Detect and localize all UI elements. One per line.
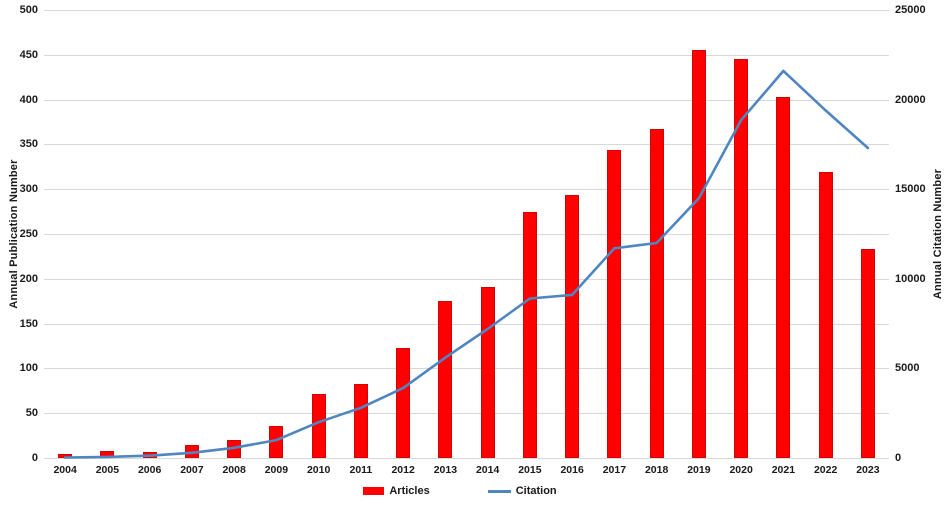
bar-2006	[142, 451, 157, 458]
x-label-2021: 2021	[771, 464, 796, 476]
bar-2007	[184, 444, 199, 458]
articles-bar-swatch-icon	[363, 487, 385, 495]
bar-2005	[100, 450, 115, 458]
x-label-2006: 2006	[137, 464, 162, 476]
gridline-500	[44, 10, 889, 11]
x-label-2022: 2022	[813, 464, 838, 476]
x-label-2017: 2017	[602, 464, 627, 476]
left-tick-500: 500	[19, 4, 38, 16]
gridline-100	[44, 368, 889, 369]
gridline-50	[44, 413, 889, 414]
x-label-2014: 2014	[475, 464, 500, 476]
x-label-2020: 2020	[729, 464, 753, 476]
x-label-2011: 2011	[349, 464, 373, 476]
bar-2009	[269, 425, 284, 458]
right-axis-title: Annual Citation Number	[932, 168, 944, 300]
gridline-150	[44, 324, 889, 325]
x-label-2019: 2019	[687, 464, 711, 476]
bar-2019	[691, 50, 706, 458]
bar-2022	[818, 172, 833, 458]
legend: Articles Citation	[0, 485, 920, 497]
bar-2008	[227, 440, 242, 458]
left-tick-200: 200	[19, 272, 38, 285]
left-tick-0: 0	[31, 452, 38, 464]
right-tick-10000: 10000	[895, 272, 926, 285]
bar-2018	[649, 129, 664, 458]
bar-2023	[860, 249, 875, 458]
x-label-2012: 2012	[391, 464, 415, 476]
bar-2013	[438, 301, 453, 458]
gridline-450	[44, 55, 889, 56]
x-label-2005: 2005	[95, 464, 120, 476]
bar-2011	[353, 383, 368, 458]
x-label-2016: 2016	[560, 464, 584, 476]
bar-2004	[58, 453, 73, 458]
x-label-2007: 2007	[180, 464, 204, 476]
x-label-2015: 2015	[518, 464, 542, 476]
gridline-0	[44, 458, 889, 459]
x-label-2018: 2018	[644, 464, 669, 476]
gridline-250	[44, 234, 889, 235]
right-tick-0: 0	[895, 452, 902, 464]
x-label-2004: 2004	[53, 464, 77, 476]
bar-2021	[776, 96, 791, 458]
right-tick-5000: 5000	[895, 362, 920, 375]
x-label-2009: 2009	[264, 464, 289, 476]
left-tick-400: 400	[19, 93, 38, 106]
x-label-2013: 2013	[433, 464, 458, 476]
bar-2015	[522, 212, 537, 458]
legend-label-articles: Articles	[389, 485, 430, 497]
x-label-2008: 2008	[222, 464, 246, 476]
gridline-400	[44, 100, 889, 101]
x-label-2023: 2023	[856, 464, 880, 476]
legend-item-articles: Articles	[363, 485, 430, 497]
gridline-200	[44, 279, 889, 280]
right-tick-20000: 20000	[895, 93, 926, 106]
bar-2012	[396, 347, 411, 458]
x-label-2010: 2010	[306, 464, 331, 476]
bar-2017	[607, 149, 622, 458]
legend-label-citation: Citation	[515, 485, 557, 497]
citation-line-swatch-icon	[487, 489, 511, 493]
bar-2020	[734, 59, 749, 458]
gridline-350	[44, 144, 889, 145]
left-tick-250: 250	[19, 228, 38, 240]
legend-item-citation: Citation	[487, 485, 557, 497]
bar-2016	[565, 194, 580, 458]
left-tick-150: 150	[19, 317, 38, 330]
gridline-300	[44, 189, 889, 190]
bar-2014	[480, 286, 495, 458]
bar-2010	[311, 394, 326, 458]
left-tick-450: 450	[19, 48, 38, 61]
left-tick-350: 350	[19, 138, 38, 151]
right-tick-25000: 25000	[895, 4, 926, 16]
right-tick-15000: 15000	[895, 183, 926, 196]
left-tick-300: 300	[19, 183, 38, 196]
left-tick-50: 50	[25, 407, 38, 420]
left-tick-100: 100	[19, 362, 38, 375]
